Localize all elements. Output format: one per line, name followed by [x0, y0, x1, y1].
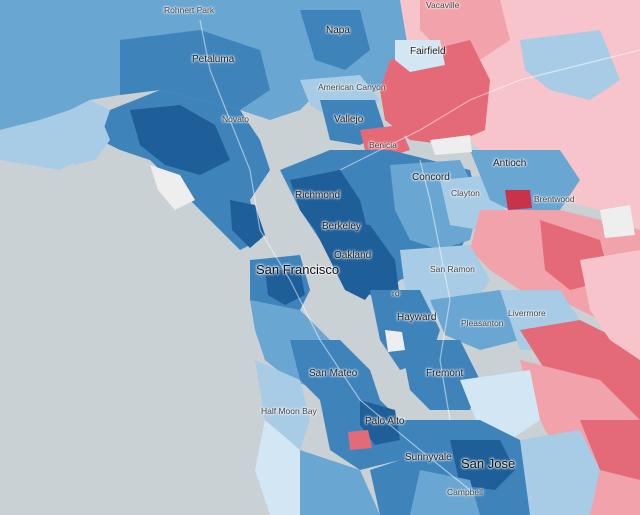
- east-solano-blue[interactable]: [520, 30, 620, 100]
- neutral-patch-1[interactable]: [385, 330, 405, 352]
- marin-dark-core[interactable]: [130, 105, 230, 175]
- antioch-brentwood[interactable]: [470, 150, 580, 215]
- neutral-patch-3[interactable]: [600, 205, 635, 238]
- sf-dark-core[interactable]: [265, 270, 305, 305]
- fairfield-neutral-core[interactable]: [395, 40, 445, 72]
- tiburon[interactable]: [230, 200, 265, 248]
- fremont-area[interactable]: [400, 340, 480, 410]
- petaluma-area[interactable]: [120, 30, 270, 110]
- san-jose-dark[interactable]: [450, 440, 515, 490]
- san-mateo-area[interactable]: [290, 340, 380, 410]
- vacaville-area[interactable]: [420, 0, 510, 60]
- east-palo-alto-red[interactable]: [348, 430, 372, 450]
- south-east-red[interactable]: [580, 420, 640, 480]
- half-moon-bay-area[interactable]: [255, 360, 310, 460]
- palo-alto-dark[interactable]: [360, 400, 400, 445]
- neutral-patch-2[interactable]: [430, 135, 472, 155]
- highway-80: [339, 49, 640, 171]
- south-peninsula-hills[interactable]: [300, 450, 380, 515]
- south-east-pale-blue[interactable]: [520, 430, 600, 515]
- campbell-area[interactable]: [410, 470, 480, 515]
- oakland-core[interactable]: [330, 220, 400, 305]
- napa-core[interactable]: [300, 10, 370, 70]
- highway-680: [419, 159, 451, 421]
- highway-101: [199, 19, 471, 491]
- oakley-dark-red[interactable]: [505, 190, 532, 210]
- east-alameda-pale[interactable]: [580, 250, 640, 360]
- benicia-area[interactable]: [360, 125, 410, 158]
- marin-neutral[interactable]: [150, 165, 195, 210]
- point-reyes[interactable]: [65, 110, 110, 165]
